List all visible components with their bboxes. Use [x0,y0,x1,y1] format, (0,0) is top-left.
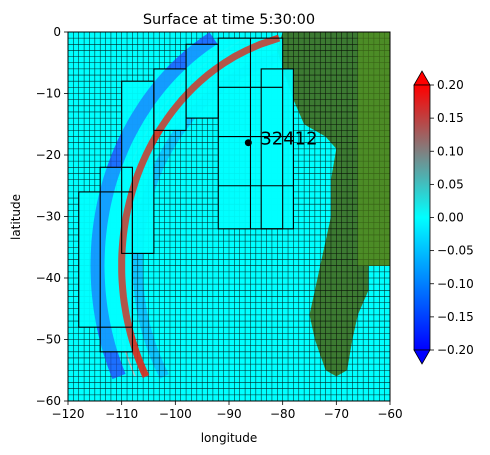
coarse-patch [261,68,294,229]
y-tick-label: −40 [36,271,61,285]
x-axis-label: longitude [201,431,258,445]
chart-title: Surface at time 5:30:00 [143,12,315,28]
colorbar-tick-label: 0.10 [437,144,464,158]
coarse-patch-border [78,191,133,328]
colorbar: 0.20 0.15 0.10 0.05 0.00 −0.05 −0.10 −0.15 −0.20 [413,70,474,365]
gauge-dot [244,139,252,147]
plot-area [68,32,390,401]
x-tick-label: −120 [52,407,85,421]
y-tick-label: 0 [53,25,61,39]
colorbar-tick-label: 0.20 [437,78,464,92]
colorbar-tick-label: 0.00 [437,211,464,225]
wave-trough-overlay [90,32,218,379]
colorbar-tick-label: 0.05 [437,177,464,191]
colorbar-extend-min [413,349,431,365]
y-tick-label: −60 [36,394,61,408]
x-tick-label: −60 [377,407,402,421]
y-tick-label: −10 [36,87,61,101]
y-axis-ticks: 0 −10 −20 −30 −40 −50 −60 [36,25,68,408]
colorbar-ticks: 0.20 0.15 0.10 0.05 0.00 −0.05 −0.10 −0.15 −0.20 [430,78,474,357]
gauge-label: 32412 [260,129,317,150]
x-tick-label: −80 [270,407,295,421]
colorbar-body [413,84,431,351]
colorbar-tick-label: −0.05 [437,244,474,258]
x-tick-label: −100 [159,407,192,421]
x-tick-label: −70 [324,407,349,421]
y-axis-label: latitude [9,194,23,240]
wavefront-overlay [90,32,281,379]
gauge-marker: 32412 [244,129,318,150]
y-tick-label: −50 [36,333,61,347]
coarse-grid-lines [78,37,294,353]
colorbar-tick-label: −0.10 [437,277,474,291]
x-axis-ticks: −120 −110 −100 −90 −80 −70 −60 [52,401,403,421]
y-tick-label: −30 [36,210,61,224]
wave-crest-overlay [118,34,281,378]
colorbar-tick-label: 0.15 [437,111,464,125]
colorbar-tick-label: −0.15 [437,310,474,324]
colorbar-tick-label: −0.20 [437,343,474,357]
y-tick-label: −20 [36,148,61,162]
x-tick-label: −90 [216,407,241,421]
coarse-patch-border [260,68,294,230]
colorbar-extend-max [413,70,431,86]
x-tick-label: −110 [105,407,138,421]
land-highlands [357,32,390,266]
